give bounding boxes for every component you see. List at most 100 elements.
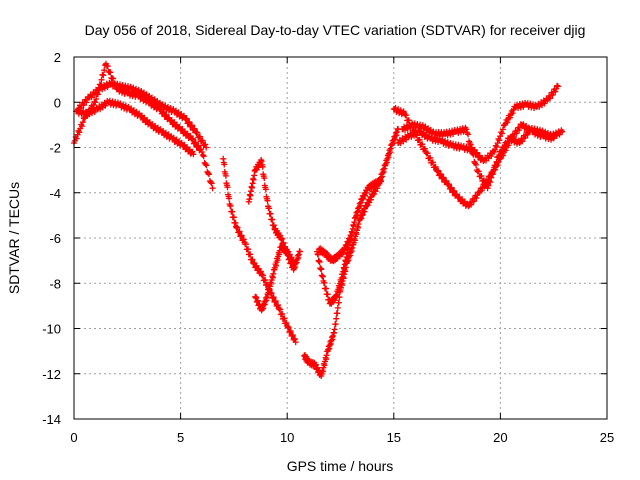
data-point <box>427 154 434 161</box>
data-point <box>321 279 328 286</box>
data-point <box>162 112 169 119</box>
data-point <box>92 99 99 106</box>
data-point <box>521 135 528 141</box>
data-point <box>199 152 206 158</box>
data-point <box>490 166 497 173</box>
data-point <box>499 126 506 133</box>
data-point <box>267 210 274 217</box>
data-point <box>83 99 90 106</box>
data-point <box>226 195 233 202</box>
y-tick-label: -10 <box>42 322 61 337</box>
data-point <box>202 141 209 148</box>
data-point <box>194 129 201 136</box>
data-point <box>262 186 269 193</box>
data-point <box>331 326 338 333</box>
data-point <box>203 144 210 151</box>
data-point <box>283 319 290 326</box>
data-point <box>493 144 500 150</box>
data-point <box>470 151 477 158</box>
data-point <box>559 128 566 135</box>
data-point <box>163 111 170 118</box>
data-point <box>264 197 271 204</box>
data-point <box>468 201 475 208</box>
data-point <box>191 140 198 146</box>
data-point <box>447 185 454 192</box>
data-point <box>486 178 493 185</box>
data-point <box>519 138 526 145</box>
data-point <box>229 208 236 215</box>
data-point <box>504 119 511 126</box>
data-point <box>492 163 499 170</box>
data-point <box>93 96 100 102</box>
data-point <box>257 268 264 275</box>
data-point <box>205 170 212 177</box>
data-point <box>199 137 206 144</box>
data-point <box>236 228 243 235</box>
data-point <box>159 109 166 116</box>
data-point <box>190 151 197 158</box>
data-point <box>489 170 495 177</box>
data-point <box>197 133 203 140</box>
data-point <box>476 152 483 159</box>
data-point <box>499 130 505 137</box>
data-point <box>473 161 480 168</box>
data-point <box>475 168 482 175</box>
data-point <box>316 259 323 265</box>
data-point <box>207 179 214 186</box>
data-point <box>552 88 559 95</box>
data-point <box>493 158 500 165</box>
data-point <box>451 187 458 194</box>
y-tick-label: -12 <box>42 367 61 382</box>
data-point <box>292 335 298 342</box>
data-point <box>416 136 423 143</box>
data-point <box>222 172 229 179</box>
data-point <box>190 135 196 142</box>
data-point <box>348 232 355 239</box>
data-point <box>209 185 216 192</box>
data-point <box>269 216 276 223</box>
data-point <box>189 122 195 129</box>
data-point <box>488 174 495 181</box>
data-point <box>198 149 205 155</box>
data-point <box>473 195 480 201</box>
data-point <box>463 126 470 133</box>
data-point <box>450 188 457 195</box>
data-point <box>403 112 410 119</box>
data-point <box>554 82 561 89</box>
data-point <box>192 139 199 146</box>
data-point <box>227 203 234 209</box>
data-point <box>465 131 472 138</box>
data-point <box>334 310 341 317</box>
data-point <box>287 328 294 334</box>
data-point <box>243 241 249 248</box>
data-point <box>240 236 247 243</box>
x-tick-label: 0 <box>70 430 77 445</box>
data-point <box>195 142 202 149</box>
data-point <box>435 167 442 174</box>
y-tick-label: -8 <box>49 276 61 291</box>
data-point <box>478 187 485 194</box>
x-axis-title: GPS time / hours <box>287 458 394 474</box>
data-point <box>245 246 252 253</box>
data-point <box>481 177 488 184</box>
data-point <box>513 130 520 137</box>
data-point <box>110 75 117 82</box>
data-point <box>238 232 245 239</box>
y-tick-label: -14 <box>42 412 61 427</box>
data-point <box>549 92 556 98</box>
grid-lines <box>74 57 607 419</box>
data-point <box>73 135 80 142</box>
data-point <box>107 69 114 76</box>
data-point <box>275 302 281 308</box>
data-point <box>234 224 241 231</box>
data-point <box>503 141 510 148</box>
data-point <box>424 150 431 157</box>
data-point <box>378 178 384 185</box>
data-point <box>491 162 498 169</box>
data-point <box>262 276 269 283</box>
y-tick-label: -2 <box>49 141 61 156</box>
data-point <box>202 161 209 168</box>
data-point <box>206 171 212 178</box>
data-point <box>297 248 303 255</box>
